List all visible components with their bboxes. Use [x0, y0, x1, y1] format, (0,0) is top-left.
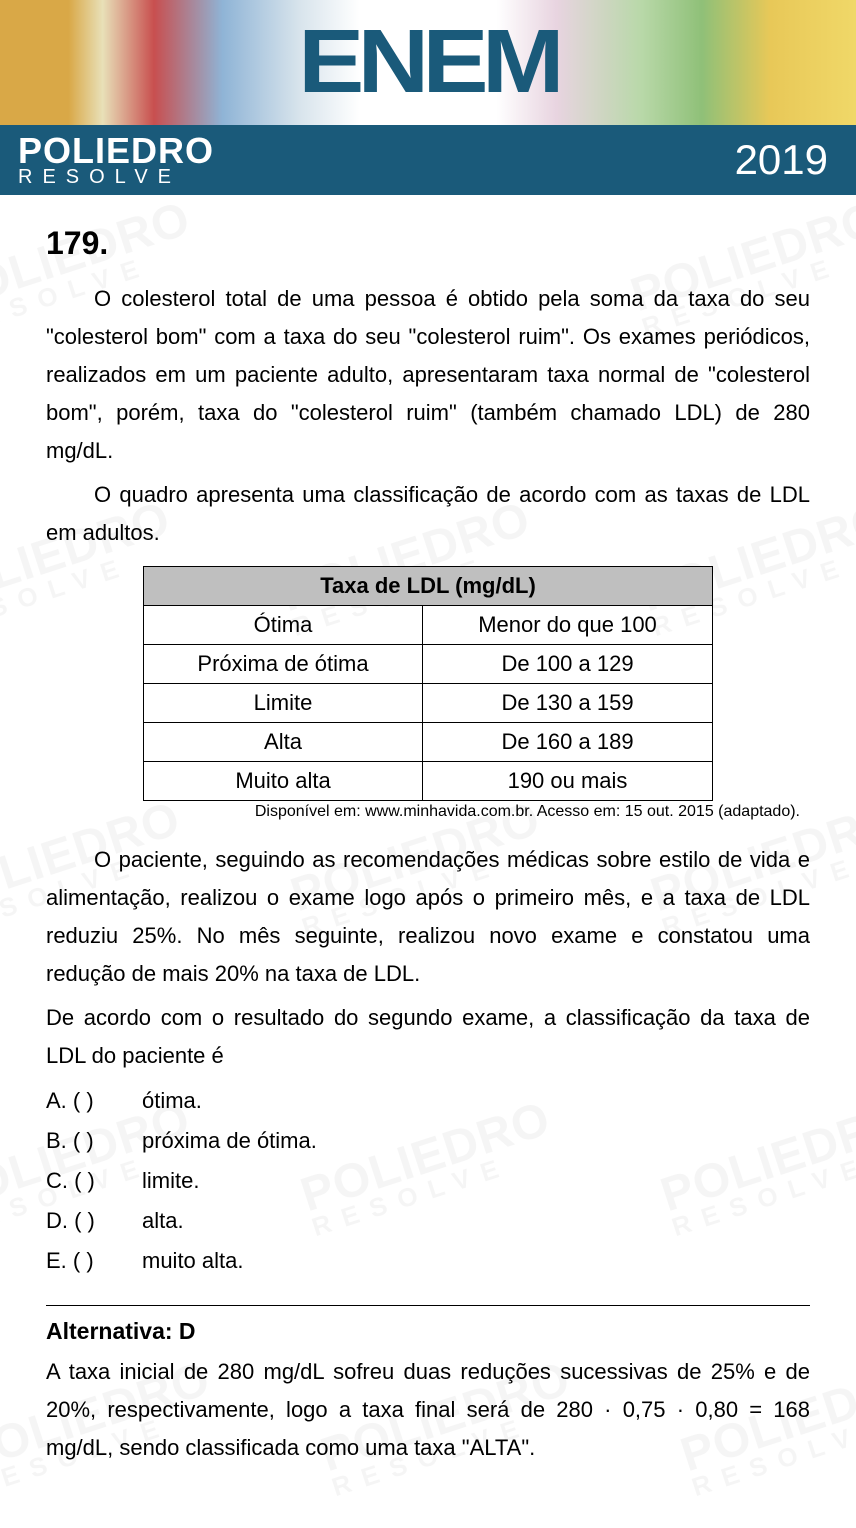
ldl-class-range: De 100 a 129 [423, 645, 713, 684]
ldl-class-range: Menor do que 100 [423, 606, 713, 645]
table-row: Alta De 160 a 189 [144, 723, 713, 762]
question-para-3: O paciente, seguindo as recomendações mé… [46, 841, 810, 993]
ldl-class-range: De 130 a 159 [423, 684, 713, 723]
option-letter: B. ( ) [46, 1121, 142, 1161]
table-row: Ótima Menor do que 100 [144, 606, 713, 645]
option-letter: E. ( ) [46, 1241, 142, 1281]
option-letter: D. ( ) [46, 1201, 142, 1241]
option-letter: C. ( ) [46, 1161, 142, 1201]
content-area: 179. O colesterol total de uma pessoa é … [0, 195, 856, 1467]
question-para-1: O colesterol total de uma pessoa é obtid… [46, 280, 810, 470]
option-d: D. ( ) alta. [46, 1201, 810, 1241]
option-text: próxima de ótima. [142, 1121, 317, 1161]
option-e: E. ( ) muito alta. [46, 1241, 810, 1281]
table-source: Disponível em: www.minhavida.com.br. Ace… [46, 803, 810, 821]
table-row: Muito alta 190 ou mais [144, 762, 713, 801]
option-text: limite. [142, 1161, 199, 1201]
table-row: Limite De 130 a 159 [144, 684, 713, 723]
answer-label: Alternativa: D [46, 1318, 810, 1345]
enem-logo: ENEM [298, 11, 558, 114]
option-letter: A. ( ) [46, 1081, 142, 1121]
table-row: Próxima de ótima De 100 a 129 [144, 645, 713, 684]
question-prompt: De acordo com o resultado do segundo exa… [46, 999, 810, 1075]
ldl-table-header: Taxa de LDL (mg/dL) [144, 567, 713, 606]
question-para-2: O quadro apresenta uma classificação de … [46, 476, 810, 552]
ldl-table: Taxa de LDL (mg/dL) Ótima Menor do que 1… [143, 566, 713, 801]
option-b: B. ( ) próxima de ótima. [46, 1121, 810, 1161]
option-a: A. ( ) ótima. [46, 1081, 810, 1121]
question-number: 179. [46, 225, 810, 262]
option-text: muito alta. [142, 1241, 244, 1281]
ldl-class-label: Alta [144, 723, 423, 762]
ldl-class-label: Limite [144, 684, 423, 723]
ldl-class-range: De 160 a 189 [423, 723, 713, 762]
option-text: alta. [142, 1201, 184, 1241]
ldl-class-label: Próxima de ótima [144, 645, 423, 684]
ldl-class-label: Ótima [144, 606, 423, 645]
header-banner: ENEM [0, 0, 856, 125]
brand-main: POLIEDRO [18, 133, 214, 169]
year-label: 2019 [735, 136, 828, 184]
option-c: C. ( ) limite. [46, 1161, 810, 1201]
ldl-class-range: 190 ou mais [423, 762, 713, 801]
brand-bar: POLIEDRO RESOLVE 2019 [0, 125, 856, 195]
option-text: ótima. [142, 1081, 202, 1121]
ldl-class-label: Muito alta [144, 762, 423, 801]
options-list: A. ( ) ótima. B. ( ) próxima de ótima. C… [46, 1081, 810, 1281]
section-divider [46, 1305, 810, 1306]
brand-block: POLIEDRO RESOLVE [18, 133, 214, 187]
answer-explanation: A taxa inicial de 280 mg/dL sofreu duas … [46, 1353, 810, 1467]
